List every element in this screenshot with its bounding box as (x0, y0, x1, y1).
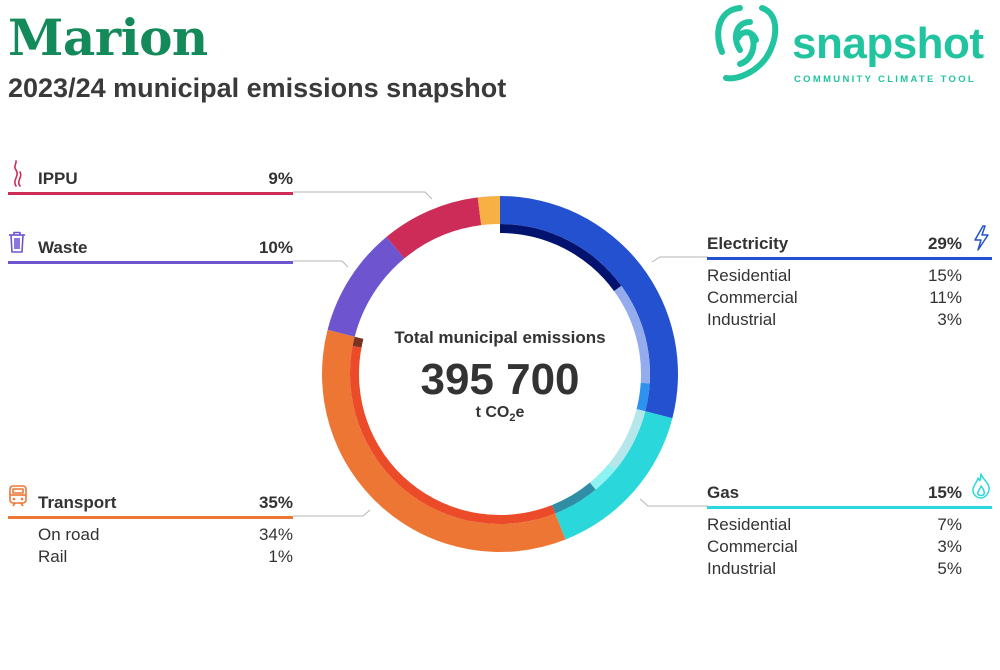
category-waste: Waste 10% (8, 237, 293, 264)
outer-ring (321, 196, 678, 553)
lightning-icon (974, 225, 989, 251)
electricity-sub-residential: Residential 15% (707, 266, 962, 285)
leader-waste (293, 260, 349, 268)
page-title: Marion (8, 8, 208, 67)
category-electricity-pct: 29% (927, 234, 962, 253)
total-emissions-value: 395 700 (420, 355, 580, 404)
snapshot-logo: snapshot COMMUNITY CLIMATE TOOL (712, 0, 1000, 90)
slice-other (477, 196, 500, 226)
slice-transport (321, 329, 566, 553)
category-electricity-label: Electricity (707, 234, 789, 253)
total-emissions-unit: t CO2e (475, 404, 525, 425)
gas-sub-residential: Residential 7% (707, 515, 962, 534)
slice-waste (327, 236, 405, 337)
sub-slice-transport-rail (352, 336, 364, 348)
slice-electricity (500, 196, 678, 419)
category-waste-label: Waste (38, 238, 88, 257)
logo-tagline: COMMUNITY CLIMATE TOOL (794, 74, 977, 85)
category-ippu-pct: 9% (268, 169, 293, 188)
gas-sub-industrial: Industrial 5% (707, 559, 962, 578)
leader-ippu (293, 191, 433, 200)
train-icon (9, 485, 27, 507)
category-waste-pct: 10% (258, 238, 293, 257)
category-ippu-label: IPPU (38, 169, 78, 188)
logo-wordmark: snapshot (792, 19, 984, 68)
leader-electricity (651, 256, 708, 263)
inner-ring (350, 224, 650, 524)
slice-gas (555, 411, 673, 540)
total-emissions-label: Total municipal emissions (394, 328, 606, 347)
category-ippu: IPPU 9% (8, 168, 293, 195)
category-gas-label: Gas (707, 483, 740, 502)
gas-sub-commercial: Commercial 3% (707, 537, 962, 556)
transport-sub-on-road: On road 34% (38, 525, 293, 544)
sub-slice-electricity-commercial (614, 285, 650, 384)
category-transport-pct: 35% (258, 493, 293, 512)
trash-bin-icon (9, 231, 25, 253)
category-transport: Transport 35% (8, 491, 293, 519)
flame-icon (972, 473, 990, 499)
electricity-sub-commercial: Commercial 11% (707, 288, 962, 307)
category-transport-label: Transport (38, 493, 117, 512)
smoke-icon (14, 160, 22, 187)
leader-gas (639, 498, 708, 507)
snapshot-swirl-icon (715, 5, 779, 82)
slice-ippu (386, 197, 482, 259)
category-gas: Gas 15% (707, 481, 992, 509)
transport-sub-rail: Rail 1% (38, 547, 293, 566)
sub-slice-gas-residential (608, 409, 646, 470)
page-subtitle: 2023/24 municipal emissions snapshot (8, 73, 507, 103)
sub-slice-gas-industrial (551, 482, 596, 514)
sub-slice-transport-on-road (350, 345, 556, 524)
sub-slice-electricity-residential (500, 224, 622, 292)
sub-slice-gas-commercial (589, 463, 616, 490)
sub-slice-electricity-industrial (636, 382, 650, 412)
category-gas-pct: 15% (927, 483, 962, 502)
electricity-sub-industrial: Industrial 3% (707, 310, 962, 329)
leader-transport (293, 509, 371, 517)
category-electricity: Electricity 29% (707, 232, 992, 260)
